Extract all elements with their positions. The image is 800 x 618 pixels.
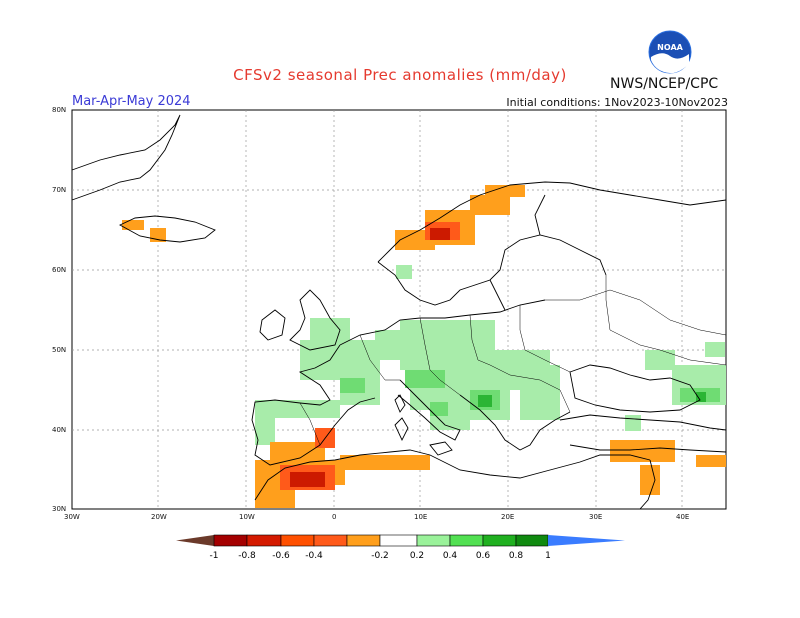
lat-label: 80N	[52, 106, 67, 114]
legend-tick-label: -0.8	[238, 551, 256, 561]
lat-label: 40N	[52, 426, 67, 434]
legend-tick-label: 1	[545, 551, 551, 561]
coastlines	[71, 114, 727, 510]
legend-swatch	[449, 534, 484, 547]
legend-swatch	[313, 534, 348, 547]
legend-swatch	[515, 534, 549, 547]
lat-label: 30N	[52, 505, 67, 513]
season-label: Mar-Apr-May 2024	[72, 94, 191, 109]
legend-swatch	[280, 534, 315, 547]
legend-swatch	[416, 534, 451, 547]
chart-title: CFSv2 seasonal Prec anomalies (mm/day)	[233, 66, 567, 84]
agency-label: NWS/NCEP/CPC	[610, 76, 719, 92]
noaa-logo: NOAA	[648, 30, 692, 74]
dry-anomaly-strong	[290, 228, 450, 487]
dry-anomaly-areas	[122, 185, 726, 508]
legend-swatches	[176, 534, 625, 547]
legend-tick-label: 0.2	[410, 551, 424, 561]
wet-anomaly-peak	[478, 392, 706, 407]
legend-swatch	[246, 534, 282, 547]
legend-tick-label: 0.6	[476, 551, 491, 561]
lon-label: 30W	[64, 513, 80, 521]
lon-label: 10W	[239, 513, 255, 521]
legend-tick-label: -0.4	[305, 551, 323, 561]
legend-swatch	[482, 534, 517, 547]
legend-tick-label: 0.4	[443, 551, 458, 561]
legend-swatch	[213, 534, 248, 547]
legend-arrow-high	[548, 535, 625, 546]
initial-conditions: Initial conditions: 1Nov2023-10Nov2023	[506, 96, 728, 109]
lon-label: 20W	[151, 513, 167, 521]
legend-arrow-low	[176, 535, 214, 546]
lon-label: 30E	[589, 513, 603, 521]
lon-label: 0	[332, 513, 337, 521]
legend-swatch	[346, 534, 381, 547]
lat-label: 50N	[52, 346, 67, 354]
legend-tick-label: -0.6	[272, 551, 290, 561]
legend-swatch	[379, 534, 418, 547]
lat-label: 60N	[52, 266, 67, 274]
logo-text: NOAA	[657, 43, 683, 52]
lon-label: 10E	[414, 513, 428, 521]
legend-tick-label: -1	[210, 551, 219, 561]
country-borders	[299, 275, 727, 446]
legend-tick-label: 0.8	[509, 551, 524, 561]
legend-ticks: -1 -0.8 -0.6 -0.4 -0.2 0.2 0.4 0.6 0.8 1	[210, 551, 551, 561]
legend-tick-label: -0.2	[371, 551, 389, 561]
lat-label: 70N	[52, 186, 67, 194]
lon-label: 20E	[501, 513, 515, 521]
lon-label: 40E	[676, 513, 690, 521]
